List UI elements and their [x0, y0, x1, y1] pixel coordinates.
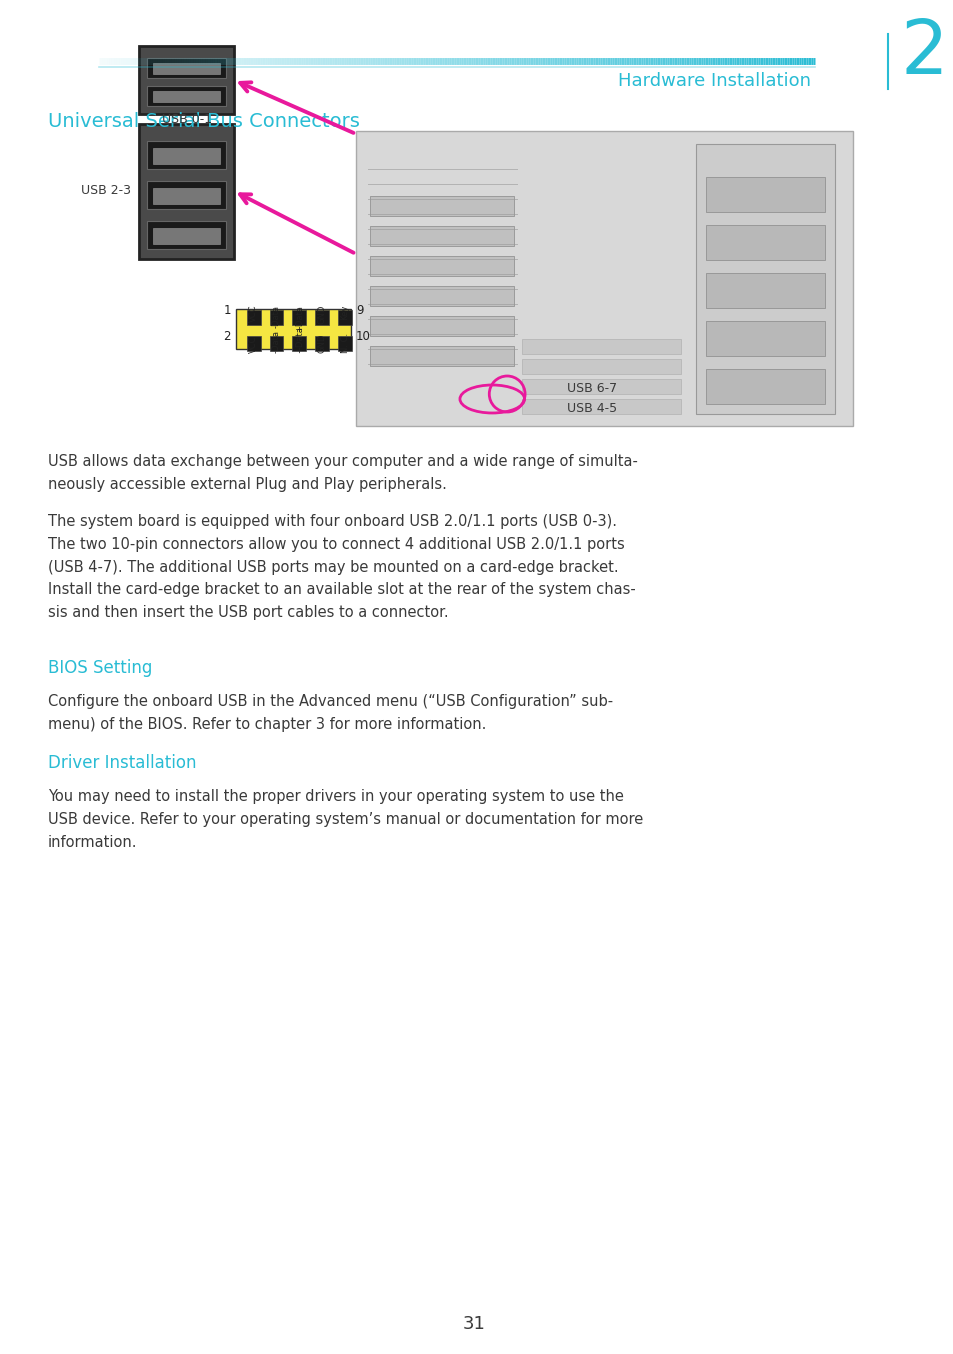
- Bar: [370, 286, 514, 306]
- Bar: [235, 309, 351, 349]
- Bar: [355, 131, 852, 427]
- Bar: [337, 310, 352, 325]
- Bar: [147, 87, 226, 106]
- Bar: [705, 370, 824, 403]
- Text: -Data: -Data: [272, 330, 281, 353]
- Bar: [247, 310, 260, 325]
- Text: Driver Installation: Driver Installation: [48, 754, 196, 772]
- Text: N. C.: N. C.: [340, 333, 349, 353]
- Bar: [147, 141, 226, 169]
- Bar: [370, 196, 514, 217]
- Bar: [370, 226, 514, 246]
- Bar: [696, 144, 835, 414]
- Text: VCC: VCC: [249, 305, 258, 322]
- Text: USB allows data exchange between your computer and a wide range of simulta-
neou: USB allows data exchange between your co…: [48, 454, 637, 492]
- Text: Key: Key: [340, 305, 349, 321]
- Bar: [705, 177, 824, 213]
- Bar: [139, 46, 233, 114]
- Bar: [370, 315, 514, 336]
- Text: USB 0-1: USB 0-1: [162, 112, 212, 126]
- Bar: [269, 310, 283, 325]
- Bar: [521, 379, 680, 394]
- Bar: [370, 256, 514, 276]
- Text: Universal Serial Bus Connectors: Universal Serial Bus Connectors: [48, 112, 359, 131]
- Bar: [153, 91, 219, 102]
- Bar: [153, 227, 219, 244]
- Bar: [147, 221, 226, 249]
- Bar: [147, 181, 226, 209]
- Text: The system board is equipped with four onboard USB 2.0/1.1 ports (USB 0-3).
The : The system board is equipped with four o…: [48, 515, 635, 620]
- Bar: [139, 125, 233, 259]
- Text: 9: 9: [355, 303, 363, 317]
- Text: Hardware Installation: Hardware Installation: [618, 72, 811, 89]
- Text: VCC: VCC: [249, 336, 258, 353]
- Text: You may need to install the proper drivers in your operating system to use the
U: You may need to install the proper drive…: [48, 789, 642, 849]
- Bar: [521, 399, 680, 414]
- Bar: [147, 58, 226, 79]
- Text: 2: 2: [900, 18, 947, 91]
- Text: GND: GND: [317, 305, 326, 325]
- Bar: [269, 336, 283, 351]
- Text: Configure the onboard USB in the Advanced menu (“USB Configuration” sub-
menu) o: Configure the onboard USB in the Advance…: [48, 695, 612, 731]
- Bar: [314, 336, 329, 351]
- Text: 31: 31: [462, 1315, 485, 1332]
- Bar: [314, 310, 329, 325]
- Text: USB 4-5: USB 4-5: [566, 402, 617, 416]
- Bar: [705, 225, 824, 260]
- Bar: [153, 188, 219, 204]
- Bar: [521, 338, 680, 353]
- Bar: [292, 310, 306, 325]
- Bar: [153, 64, 219, 74]
- Text: -Data: -Data: [272, 305, 281, 328]
- Bar: [521, 359, 680, 374]
- Bar: [705, 321, 824, 356]
- Bar: [705, 274, 824, 307]
- Text: 2: 2: [223, 329, 231, 343]
- Bar: [337, 336, 352, 351]
- Bar: [370, 347, 514, 366]
- Bar: [292, 336, 306, 351]
- Bar: [247, 336, 260, 351]
- Text: 10: 10: [355, 329, 371, 343]
- Text: +Data: +Data: [294, 326, 303, 353]
- Text: GND: GND: [317, 333, 326, 353]
- Text: USB 2-3: USB 2-3: [81, 184, 132, 198]
- Text: +Data: +Data: [294, 305, 303, 332]
- Text: USB 6-7: USB 6-7: [566, 382, 617, 395]
- Text: 1: 1: [223, 303, 231, 317]
- Text: BIOS Setting: BIOS Setting: [48, 659, 152, 677]
- Bar: [153, 148, 219, 164]
